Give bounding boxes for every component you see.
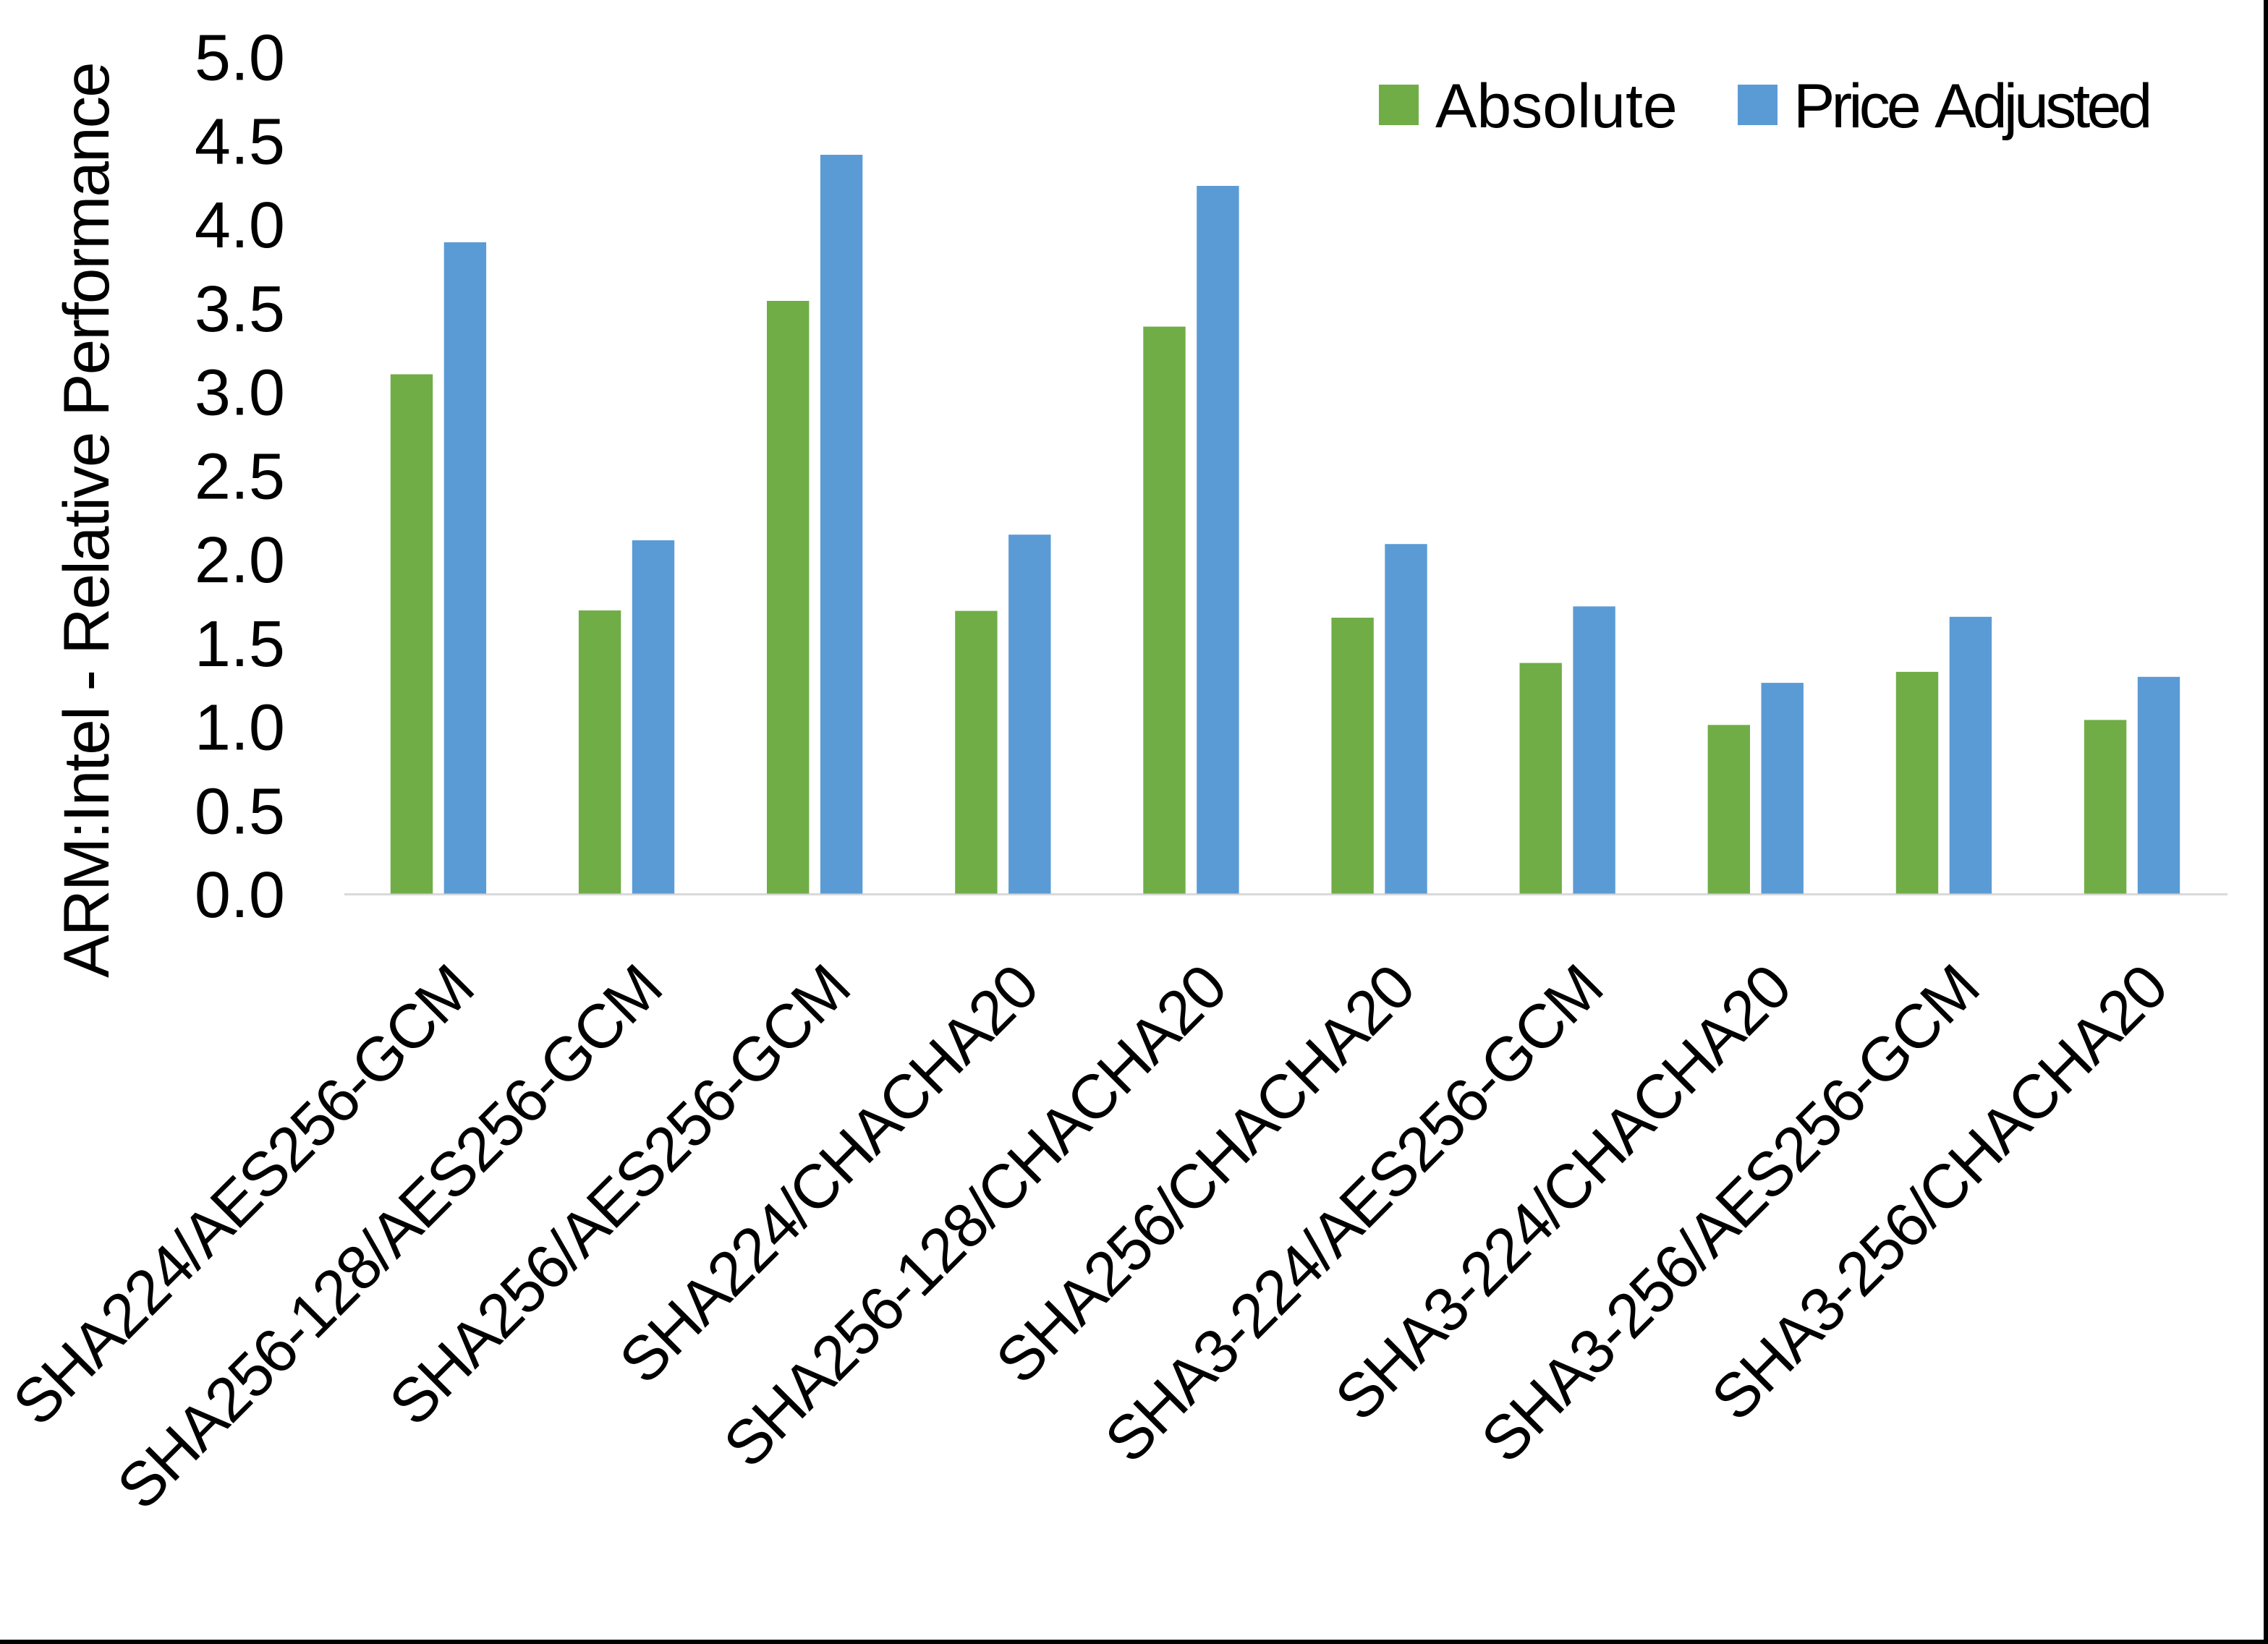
svg-text:2.0: 2.0 bbox=[195, 524, 285, 597]
svg-text:3.0: 3.0 bbox=[195, 357, 285, 430]
svg-text:Price Adjusted: Price Adjusted bbox=[1793, 72, 2149, 141]
svg-text:1.0: 1.0 bbox=[195, 692, 285, 764]
svg-text:2.5: 2.5 bbox=[195, 440, 285, 513]
svg-text:Absolute: Absolute bbox=[1435, 72, 1678, 141]
svg-text:ARM:Intel - Relative Performan: ARM:Intel - Relative Performance bbox=[50, 63, 122, 978]
svg-text:0.0: 0.0 bbox=[195, 859, 285, 932]
svg-text:4.0: 4.0 bbox=[195, 189, 285, 262]
svg-text:0.5: 0.5 bbox=[195, 775, 285, 848]
svg-text:3.5: 3.5 bbox=[195, 273, 285, 346]
svg-text:1.5: 1.5 bbox=[195, 608, 285, 681]
svg-text:4.5: 4.5 bbox=[195, 106, 285, 178]
svg-text:5.0: 5.0 bbox=[195, 22, 285, 95]
